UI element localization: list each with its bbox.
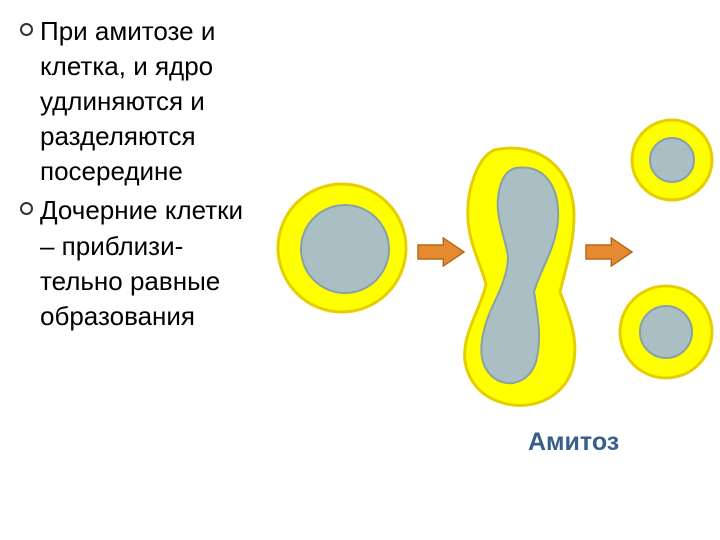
text-panel: При амитозе и клетка, и ядро удлиняются … (18, 14, 263, 338)
bullet-item: Дочерние клетки – приблизи-тельно равные… (18, 193, 263, 333)
diagram-caption: Амитоз (528, 428, 619, 457)
bullet-text: При амитозе и клетка, и ядро удлиняются … (40, 16, 215, 186)
caption-text: Амитоз (528, 428, 619, 456)
diagram-svg (270, 70, 720, 430)
bullet-item: При амитозе и клетка, и ядро удлиняются … (18, 14, 263, 189)
bullet-text: Дочерние клетки – приблизи-тельно равные… (40, 195, 243, 330)
amitosis-diagram (270, 70, 720, 430)
bullet-list: При амитозе и клетка, и ядро удлиняются … (18, 14, 263, 334)
